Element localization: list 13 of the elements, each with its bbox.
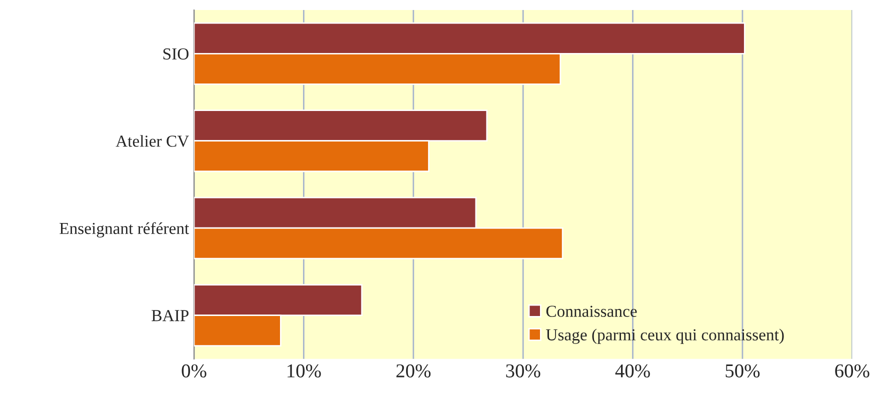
y-tick-label: BAIP <box>152 310 188 322</box>
x-tick-label: 50% <box>726 364 760 378</box>
y-tick-label: Enseignant référent <box>60 222 190 238</box>
y-tick-label: SIO <box>163 48 188 60</box>
x-tick-label: 10% <box>288 364 321 378</box>
x-tick-label: 20% <box>396 364 431 378</box>
x-tick-label: 0% <box>182 364 206 378</box>
y-tick-label: Atelier CV <box>116 135 189 147</box>
legend-label: Connaissance <box>546 306 637 317</box>
x-tick-label: 40% <box>615 364 650 378</box>
x-tick-label: 30% <box>506 364 540 378</box>
legend-label: Usage (parmi ceux qui connaissent) <box>546 328 784 344</box>
x-tick-label: 60% <box>835 364 870 378</box>
